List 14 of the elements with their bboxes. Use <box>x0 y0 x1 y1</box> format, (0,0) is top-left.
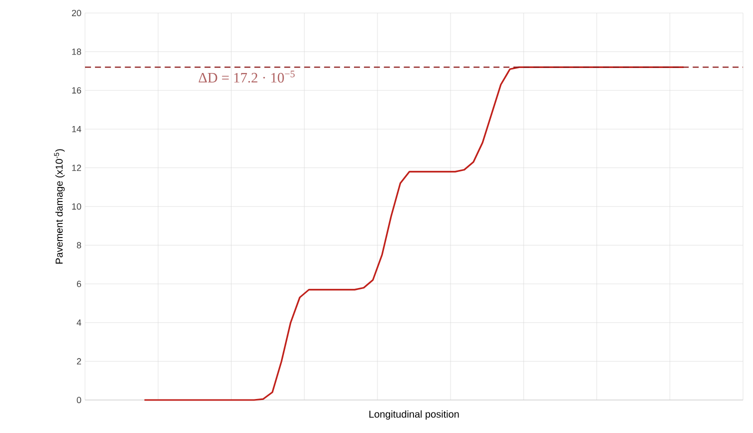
y-axis-title: Pavement damage (x10$^{-5}$) <box>54 149 65 264</box>
ref-line-label: ΔD = 17.2 · 10$^{−5}$ <box>198 70 295 83</box>
y-tick-label: 10 <box>72 203 82 210</box>
y-tick-label: 0 <box>76 396 82 404</box>
y-tick-label: 14 <box>72 126 82 132</box>
y-tick-label: 12 <box>72 164 82 171</box>
y-tick-label: 20 <box>72 10 82 16</box>
y-tick-label: 18 <box>72 48 82 55</box>
y-tick-label: 16 <box>72 87 82 94</box>
x-axis-title: Longitudinal position <box>369 410 459 420</box>
y-tick-label: 6 <box>76 280 82 288</box>
y-tick-label: 8 <box>76 242 82 248</box>
y-tick-label: 2 <box>76 358 82 364</box>
y-tick-label: 4 <box>76 320 82 326</box>
